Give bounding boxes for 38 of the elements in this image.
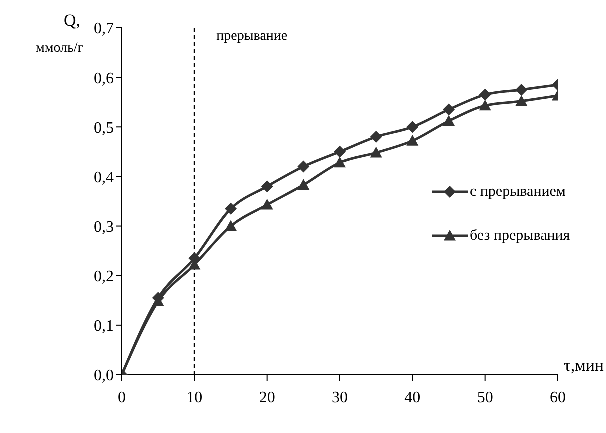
x-tick-label: 20 [259,389,276,406]
point [479,88,492,101]
point [225,220,237,232]
x-tick-label: 10 [186,389,203,406]
point [370,131,382,144]
point [479,100,492,111]
y-tick-label: 0,2 [94,268,114,286]
legend-label: с прерыванием [470,184,566,200]
x-axis-title: τ,мин [564,356,604,375]
ref-line-label: прерывание [216,29,288,44]
point [225,202,237,215]
point [443,104,455,116]
y-tick-label: 0,6 [94,70,114,88]
point [334,146,346,158]
point [370,146,382,158]
point [516,84,528,96]
y-tick-label: 0,7 [94,20,114,38]
y-tick-label: 0,0 [94,368,114,385]
point [298,160,310,173]
y-tick-label: 0,5 [94,120,114,137]
point [406,135,419,146]
y-tick-label: 0,1 [94,318,114,336]
point [516,95,528,106]
y-tick-label: 0,3 [94,218,114,236]
x-tick-label: 40 [404,389,421,406]
point [261,180,274,193]
point [443,115,455,126]
point [406,121,419,134]
legend-label: без прерывания [470,228,570,244]
y-axis-title: Q, ммоль/г [36,11,84,56]
y-tick-label: 0,4 [94,169,114,186]
point [261,198,274,210]
x-tick-label: 30 [332,389,348,406]
x-tick-label: 0 [118,389,126,406]
point [334,156,346,168]
x-tick-label: 60 [550,389,566,406]
x-tick-label: 50 [477,389,494,406]
point [298,179,310,190]
